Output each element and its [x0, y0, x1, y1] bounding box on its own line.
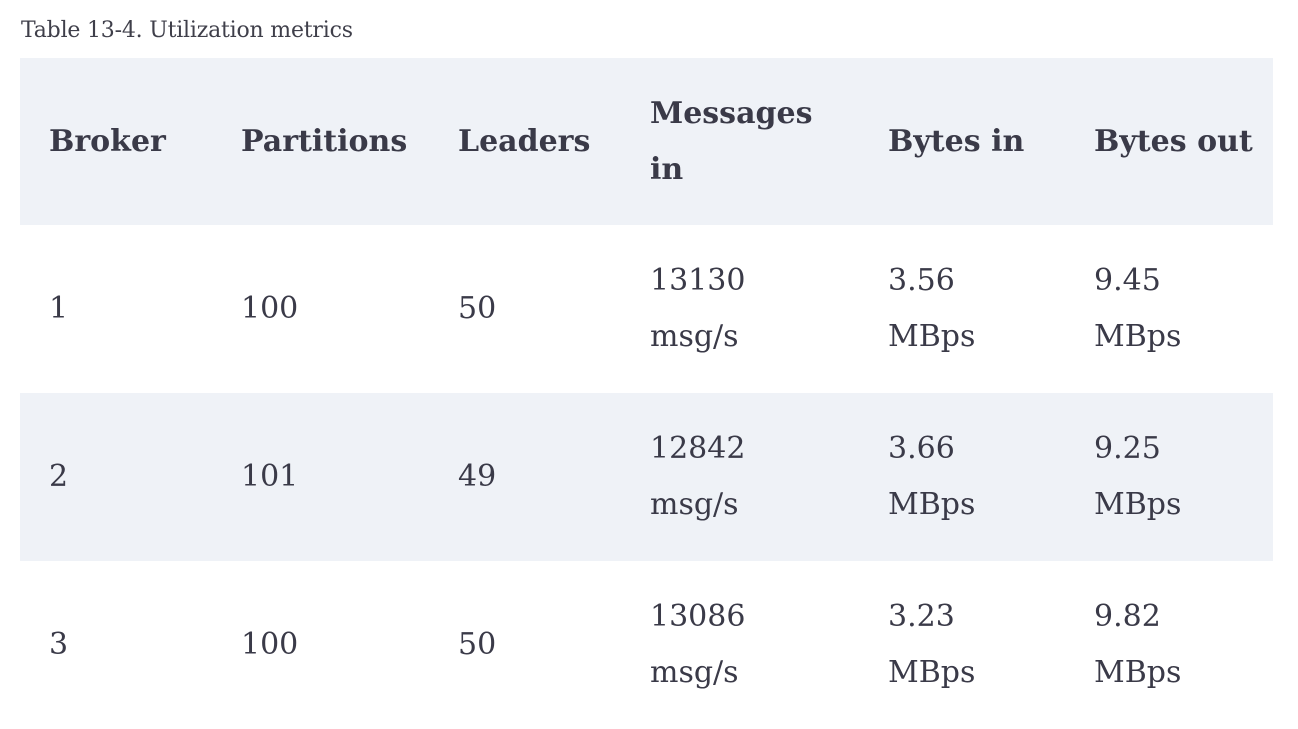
cell-leaders: 50 — [458, 627, 497, 662]
cell-partitions: 100 — [241, 627, 299, 662]
cell-messages-in: 13086 msg/s — [621, 561, 859, 729]
cell-bytes-out-unit: MBps — [1094, 487, 1182, 522]
column-header-messages-in-line1: Messages — [650, 95, 813, 131]
column-header-messages-in: Messages in — [621, 58, 859, 225]
column-header-bytes-in: Bytes in — [888, 123, 1025, 159]
cell-messages-in-unit: msg/s — [650, 655, 739, 690]
column-header-partitions: Partitions — [241, 123, 408, 159]
table-row: 3 100 50 13086 msg/s 3.23 MBps 9.82 MBps — [20, 561, 1273, 729]
cell-bytes-in-value: 3.56 — [888, 263, 955, 298]
cell-bytes-in-unit: MBps — [888, 655, 976, 690]
cell-messages-in-value: 13086 — [650, 599, 746, 634]
cell-partitions: 100 — [241, 291, 299, 326]
column-header-broker: Broker — [49, 123, 166, 159]
cell-messages-in: 13130 msg/s — [621, 225, 859, 393]
cell-bytes-in-value: 3.66 — [888, 431, 955, 466]
cell-bytes-out: 9.45 MBps — [1065, 225, 1273, 393]
utilization-metrics-table: Broker Partitions Leaders Messages in By… — [20, 58, 1273, 729]
cell-bytes-out-value: 9.25 — [1094, 431, 1161, 466]
cell-messages-in-unit: msg/s — [650, 487, 739, 522]
cell-bytes-out: 9.82 MBps — [1065, 561, 1273, 729]
cell-bytes-in: 3.23 MBps — [859, 561, 1065, 729]
cell-leaders: 49 — [458, 459, 497, 494]
cell-broker: 3 — [49, 627, 69, 662]
cell-messages-in-value: 12842 — [650, 431, 746, 466]
cell-bytes-in-unit: MBps — [888, 319, 976, 354]
table-caption: Table 13-4. Utilization metrics — [21, 18, 353, 43]
cell-broker: 2 — [49, 459, 69, 494]
cell-bytes-out: 9.25 MBps — [1065, 393, 1273, 561]
cell-bytes-out-unit: MBps — [1094, 655, 1182, 690]
table-row: 1 100 50 13130 msg/s 3.56 MBps 9.45 MBps — [20, 225, 1273, 393]
table-header-row: Broker Partitions Leaders Messages in By… — [20, 58, 1273, 225]
column-header-bytes-out: Bytes out — [1094, 123, 1253, 159]
cell-messages-in-unit: msg/s — [650, 319, 739, 354]
cell-messages-in-value: 13130 — [650, 263, 746, 298]
cell-messages-in: 12842 msg/s — [621, 393, 859, 561]
cell-bytes-in-value: 3.23 — [888, 599, 955, 634]
cell-leaders: 50 — [458, 291, 497, 326]
cell-bytes-out-value: 9.82 — [1094, 599, 1161, 634]
cell-bytes-out-value: 9.45 — [1094, 263, 1161, 298]
cell-bytes-in: 3.66 MBps — [859, 393, 1065, 561]
cell-bytes-in-unit: MBps — [888, 487, 976, 522]
cell-bytes-out-unit: MBps — [1094, 319, 1182, 354]
table-row: 2 101 49 12842 msg/s 3.66 MBps 9.25 MBps — [20, 393, 1273, 561]
column-header-messages-in-line2: in — [650, 151, 684, 187]
cell-bytes-in: 3.56 MBps — [859, 225, 1065, 393]
cell-broker: 1 — [49, 291, 69, 326]
column-header-leaders: Leaders — [458, 123, 591, 159]
cell-partitions: 101 — [241, 459, 299, 494]
